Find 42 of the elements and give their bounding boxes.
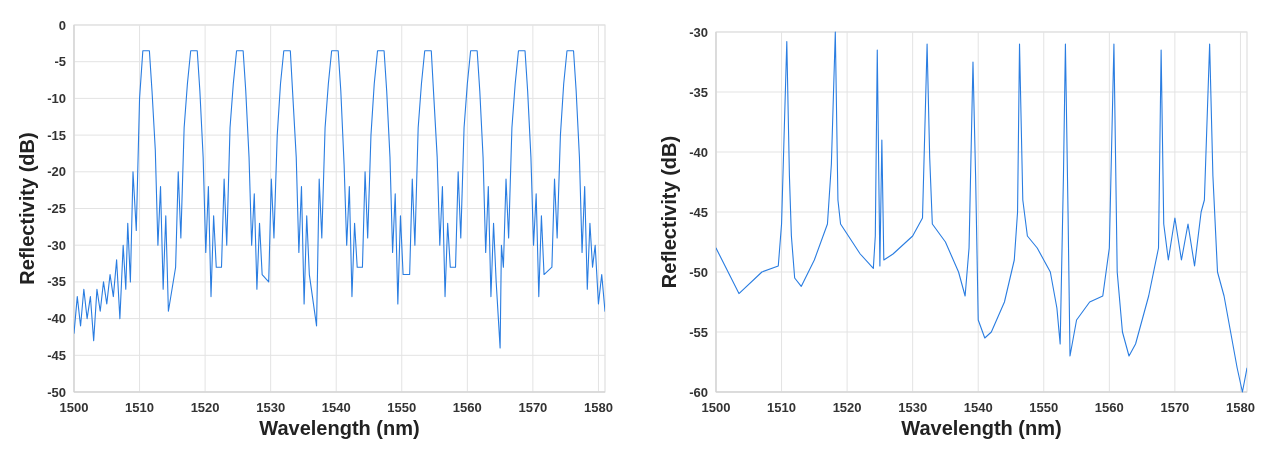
x-tick-label: 1570 — [518, 400, 548, 415]
y-tick-label: -50 — [689, 264, 708, 280]
x-tick-label: 1570 — [1160, 400, 1190, 415]
x-tick-label: 1500 — [701, 400, 731, 415]
y-tick-label: -35 — [47, 274, 66, 290]
x-tick-label: 1540 — [321, 400, 351, 415]
y-tick-label: -25 — [47, 201, 66, 217]
x-tick-label: 1580 — [583, 400, 613, 415]
x-tick-label: 1510 — [125, 400, 155, 415]
y-tick-label: -45 — [689, 204, 708, 220]
x-tick-label: 1530 — [898, 400, 928, 415]
y-tick-label: -10 — [47, 90, 66, 106]
x-tick-label: 1550 — [1029, 400, 1059, 415]
y-tick-label: -50 — [47, 384, 66, 400]
y-tick-label: -40 — [689, 144, 708, 160]
x-tick-label: 1510 — [767, 400, 797, 415]
y-tick-label: -20 — [47, 164, 66, 180]
y-tick-label: 0 — [58, 17, 66, 33]
line-series — [716, 31, 1247, 393]
y-axis-title: Reflectivity (dB) — [658, 135, 680, 289]
y-tick-label: -45 — [47, 347, 66, 363]
x-tick-label: 1550 — [387, 400, 417, 415]
x-tick-label: 1520 — [190, 400, 220, 415]
y-tick-label: -30 — [689, 24, 708, 40]
x-tick-label: 1520 — [832, 400, 862, 415]
x-tick-label: 1560 — [452, 400, 482, 415]
y-axis-title: Reflectivity (dB) — [16, 132, 38, 285]
y-tick-label: -35 — [689, 84, 708, 100]
y-tick-label: -40 — [47, 311, 66, 327]
y-tick-label: -5 — [54, 54, 66, 70]
y-tick-label: -55 — [689, 324, 708, 340]
line-series — [74, 50, 605, 349]
x-axis-title: Wavelength (nm) — [901, 417, 1062, 439]
x-tick-label: 1500 — [59, 400, 89, 415]
y-tick-label: -15 — [47, 127, 66, 143]
x-tick-label: 1540 — [963, 400, 993, 415]
y-tick-label: -60 — [689, 384, 708, 400]
y-tick-label: -30 — [47, 237, 66, 253]
x-tick-label: 1580 — [1225, 400, 1255, 415]
x-tick-label: 1560 — [1094, 400, 1124, 415]
x-tick-label: 1530 — [256, 400, 286, 415]
x-axis-title: Wavelength (nm) — [259, 417, 420, 439]
